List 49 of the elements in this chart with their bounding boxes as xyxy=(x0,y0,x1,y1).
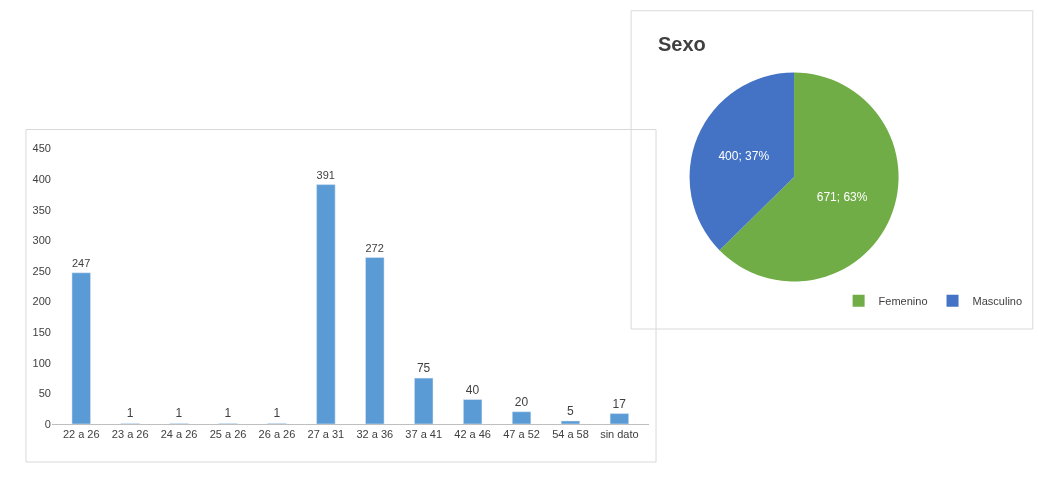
pie-slice xyxy=(719,72,899,282)
x-tick-label: 27 a 31 xyxy=(307,428,345,441)
y-tick-label: 450 xyxy=(32,142,51,155)
bar xyxy=(463,399,483,424)
legend-label: Femenino xyxy=(878,295,928,308)
data-label: 1 xyxy=(273,406,281,421)
x-tick-label: 24 a 26 xyxy=(160,428,198,441)
data-label: 75 xyxy=(416,361,431,376)
y-tick-label: 100 xyxy=(32,356,51,369)
legend-label: Masculino xyxy=(972,295,1023,308)
bar xyxy=(414,377,434,424)
data-label: 247 xyxy=(71,257,91,270)
x-tick-label: 25 a 26 xyxy=(209,428,247,441)
bar xyxy=(365,257,385,424)
x-tick-label: 23 a 26 xyxy=(111,428,149,441)
data-label: 1 xyxy=(126,406,134,421)
bar xyxy=(316,184,336,424)
y-tick-label: 300 xyxy=(32,234,51,247)
data-label: 20 xyxy=(514,394,529,409)
data-label: 1 xyxy=(175,406,183,421)
data-label: 40 xyxy=(465,382,480,397)
x-tick-label: 47 a 52 xyxy=(503,428,540,441)
data-label: 5 xyxy=(566,403,574,418)
x-tick-label: 22 a 26 xyxy=(62,428,100,441)
y-tick-label: 50 xyxy=(38,387,51,400)
data-label: 1 xyxy=(224,406,232,421)
data-label: 17 xyxy=(612,396,627,411)
data-label: 272 xyxy=(365,241,384,254)
x-tick-label: 32 a 36 xyxy=(356,428,394,441)
y-tick-label: 150 xyxy=(32,326,51,339)
x-tick-label: 26 a 26 xyxy=(258,428,296,441)
bar xyxy=(560,420,581,424)
data-label: 400; 37% xyxy=(718,148,770,163)
chart-title: Sexo xyxy=(658,33,706,55)
data-label: 671; 63% xyxy=(816,190,868,205)
y-tick-label: 350 xyxy=(32,203,51,216)
x-tick-label: 54 a 58 xyxy=(552,428,589,441)
y-tick-label: 250 xyxy=(32,264,51,277)
y-tick-label: 0 xyxy=(44,417,51,430)
y-tick-label: 400 xyxy=(32,172,51,185)
bar xyxy=(609,413,629,424)
x-tick-label: sin dato xyxy=(600,428,639,441)
x-tick-label: 37 a 41 xyxy=(405,428,443,441)
pie-slice xyxy=(689,72,795,251)
data-label: 391 xyxy=(316,168,335,181)
bar xyxy=(512,411,532,424)
y-tick-label: 200 xyxy=(32,295,51,308)
x-tick-label: 42 a 46 xyxy=(454,428,491,441)
bar xyxy=(71,272,91,424)
